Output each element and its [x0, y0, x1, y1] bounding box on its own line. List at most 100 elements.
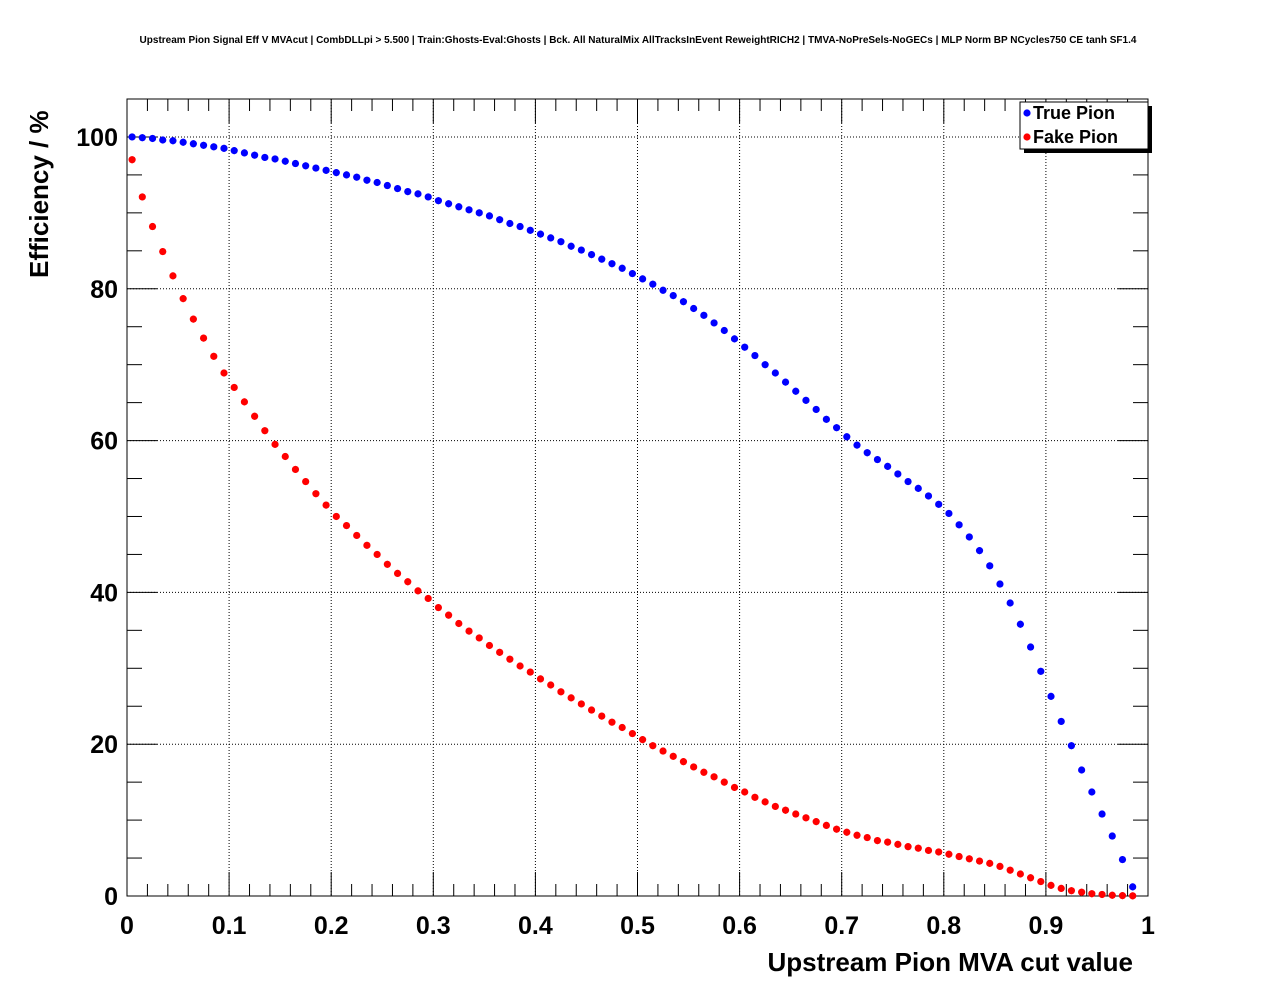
- y-tick-label: 60: [90, 428, 118, 456]
- plot-frame: [126, 98, 1149, 897]
- data-point: [1108, 832, 1116, 840]
- data-point: [373, 178, 381, 187]
- data-point: [302, 477, 310, 486]
- data-point: [700, 768, 708, 776]
- data-point: [342, 171, 351, 179]
- data-series: [128, 133, 1137, 900]
- data-point: [914, 844, 922, 852]
- data-point: [822, 415, 830, 423]
- data-point: [240, 398, 249, 406]
- data-point: [914, 484, 922, 492]
- data-point: [230, 147, 238, 155]
- data-point: [1006, 866, 1014, 874]
- data-point: [1016, 870, 1024, 878]
- data-point: [210, 143, 218, 151]
- data-point: [618, 264, 626, 272]
- data-point: [281, 157, 289, 165]
- data-point: [710, 319, 718, 327]
- x-tick-label: 0.8: [926, 912, 961, 940]
- data-point: [455, 619, 463, 628]
- data-point: [679, 298, 688, 306]
- x-tick-label: 0.5: [620, 912, 655, 940]
- data-point: [383, 560, 391, 568]
- data-point: [148, 222, 157, 231]
- data-point: [1088, 890, 1096, 898]
- data-point: [536, 675, 545, 683]
- data-point: [1098, 890, 1106, 899]
- x-tick-label: 0.4: [518, 912, 553, 940]
- data-point: [506, 655, 514, 663]
- data-point: [138, 134, 146, 142]
- data-point: [516, 222, 524, 231]
- data-point: [781, 806, 790, 814]
- data-point: [577, 700, 585, 708]
- data-point: [598, 255, 606, 263]
- data-point: [1047, 881, 1055, 889]
- data-point: [404, 578, 412, 586]
- data-point: [1078, 766, 1086, 774]
- data-point: [1108, 891, 1116, 899]
- data-point: [557, 688, 565, 696]
- data-point: [516, 662, 524, 670]
- data-point: [312, 164, 320, 172]
- data-point: [547, 234, 555, 242]
- series-true-pion: [128, 133, 1137, 891]
- data-point: [434, 603, 443, 612]
- data-point: [1006, 599, 1014, 607]
- data-point: [485, 641, 494, 650]
- data-point: [332, 169, 340, 177]
- data-point: [1026, 643, 1035, 651]
- x-tick-label: 0.3: [416, 912, 451, 940]
- data-point: [649, 280, 657, 288]
- data-point: [240, 149, 249, 157]
- legend: True Pion Fake Pion: [1019, 101, 1152, 153]
- data-point: [128, 156, 136, 164]
- data-point: [996, 862, 1004, 870]
- data-point: [281, 452, 289, 461]
- data-point: [465, 627, 473, 635]
- data-point: [1047, 692, 1055, 700]
- data-point: [271, 440, 279, 448]
- data-point: [393, 569, 402, 578]
- y-tick-label: 80: [90, 276, 118, 304]
- x-tick-label: 0.9: [1029, 912, 1064, 940]
- y-tick-label: 40: [90, 579, 118, 607]
- data-point: [506, 219, 514, 228]
- data-point: [291, 465, 300, 474]
- data-point: [812, 818, 820, 826]
- series-fake-pion: [128, 156, 1137, 900]
- data-point: [220, 369, 228, 377]
- data-point: [853, 831, 861, 839]
- y-axis-label: Efficiency / %: [24, 110, 54, 278]
- data-point: [291, 159, 300, 168]
- x-tick-label: 0.2: [314, 912, 349, 940]
- data-point: [792, 810, 800, 818]
- data-point: [669, 752, 677, 760]
- data-point: [598, 712, 606, 720]
- data-point: [322, 166, 330, 174]
- data-point: [832, 424, 841, 432]
- data-point: [536, 230, 545, 238]
- data-point: [690, 304, 698, 313]
- data-point: [863, 833, 871, 842]
- data-point: [1016, 620, 1024, 628]
- data-point: [812, 405, 820, 414]
- data-point: [884, 462, 892, 470]
- data-point: [587, 251, 596, 259]
- data-point: [669, 291, 677, 300]
- data-point: [373, 550, 381, 559]
- data-point: [751, 793, 759, 801]
- data-point: [332, 512, 340, 521]
- data-point: [189, 315, 197, 323]
- data-point: [567, 694, 575, 702]
- data-point: [138, 193, 146, 201]
- data-point: [261, 427, 269, 435]
- data-point: [199, 334, 208, 342]
- data-point: [1088, 788, 1096, 796]
- data-point: [618, 723, 626, 732]
- data-point: [690, 763, 698, 771]
- data-point: [322, 501, 330, 509]
- data-point: [986, 562, 994, 570]
- data-point: [179, 295, 187, 303]
- legend-box: [1019, 101, 1149, 150]
